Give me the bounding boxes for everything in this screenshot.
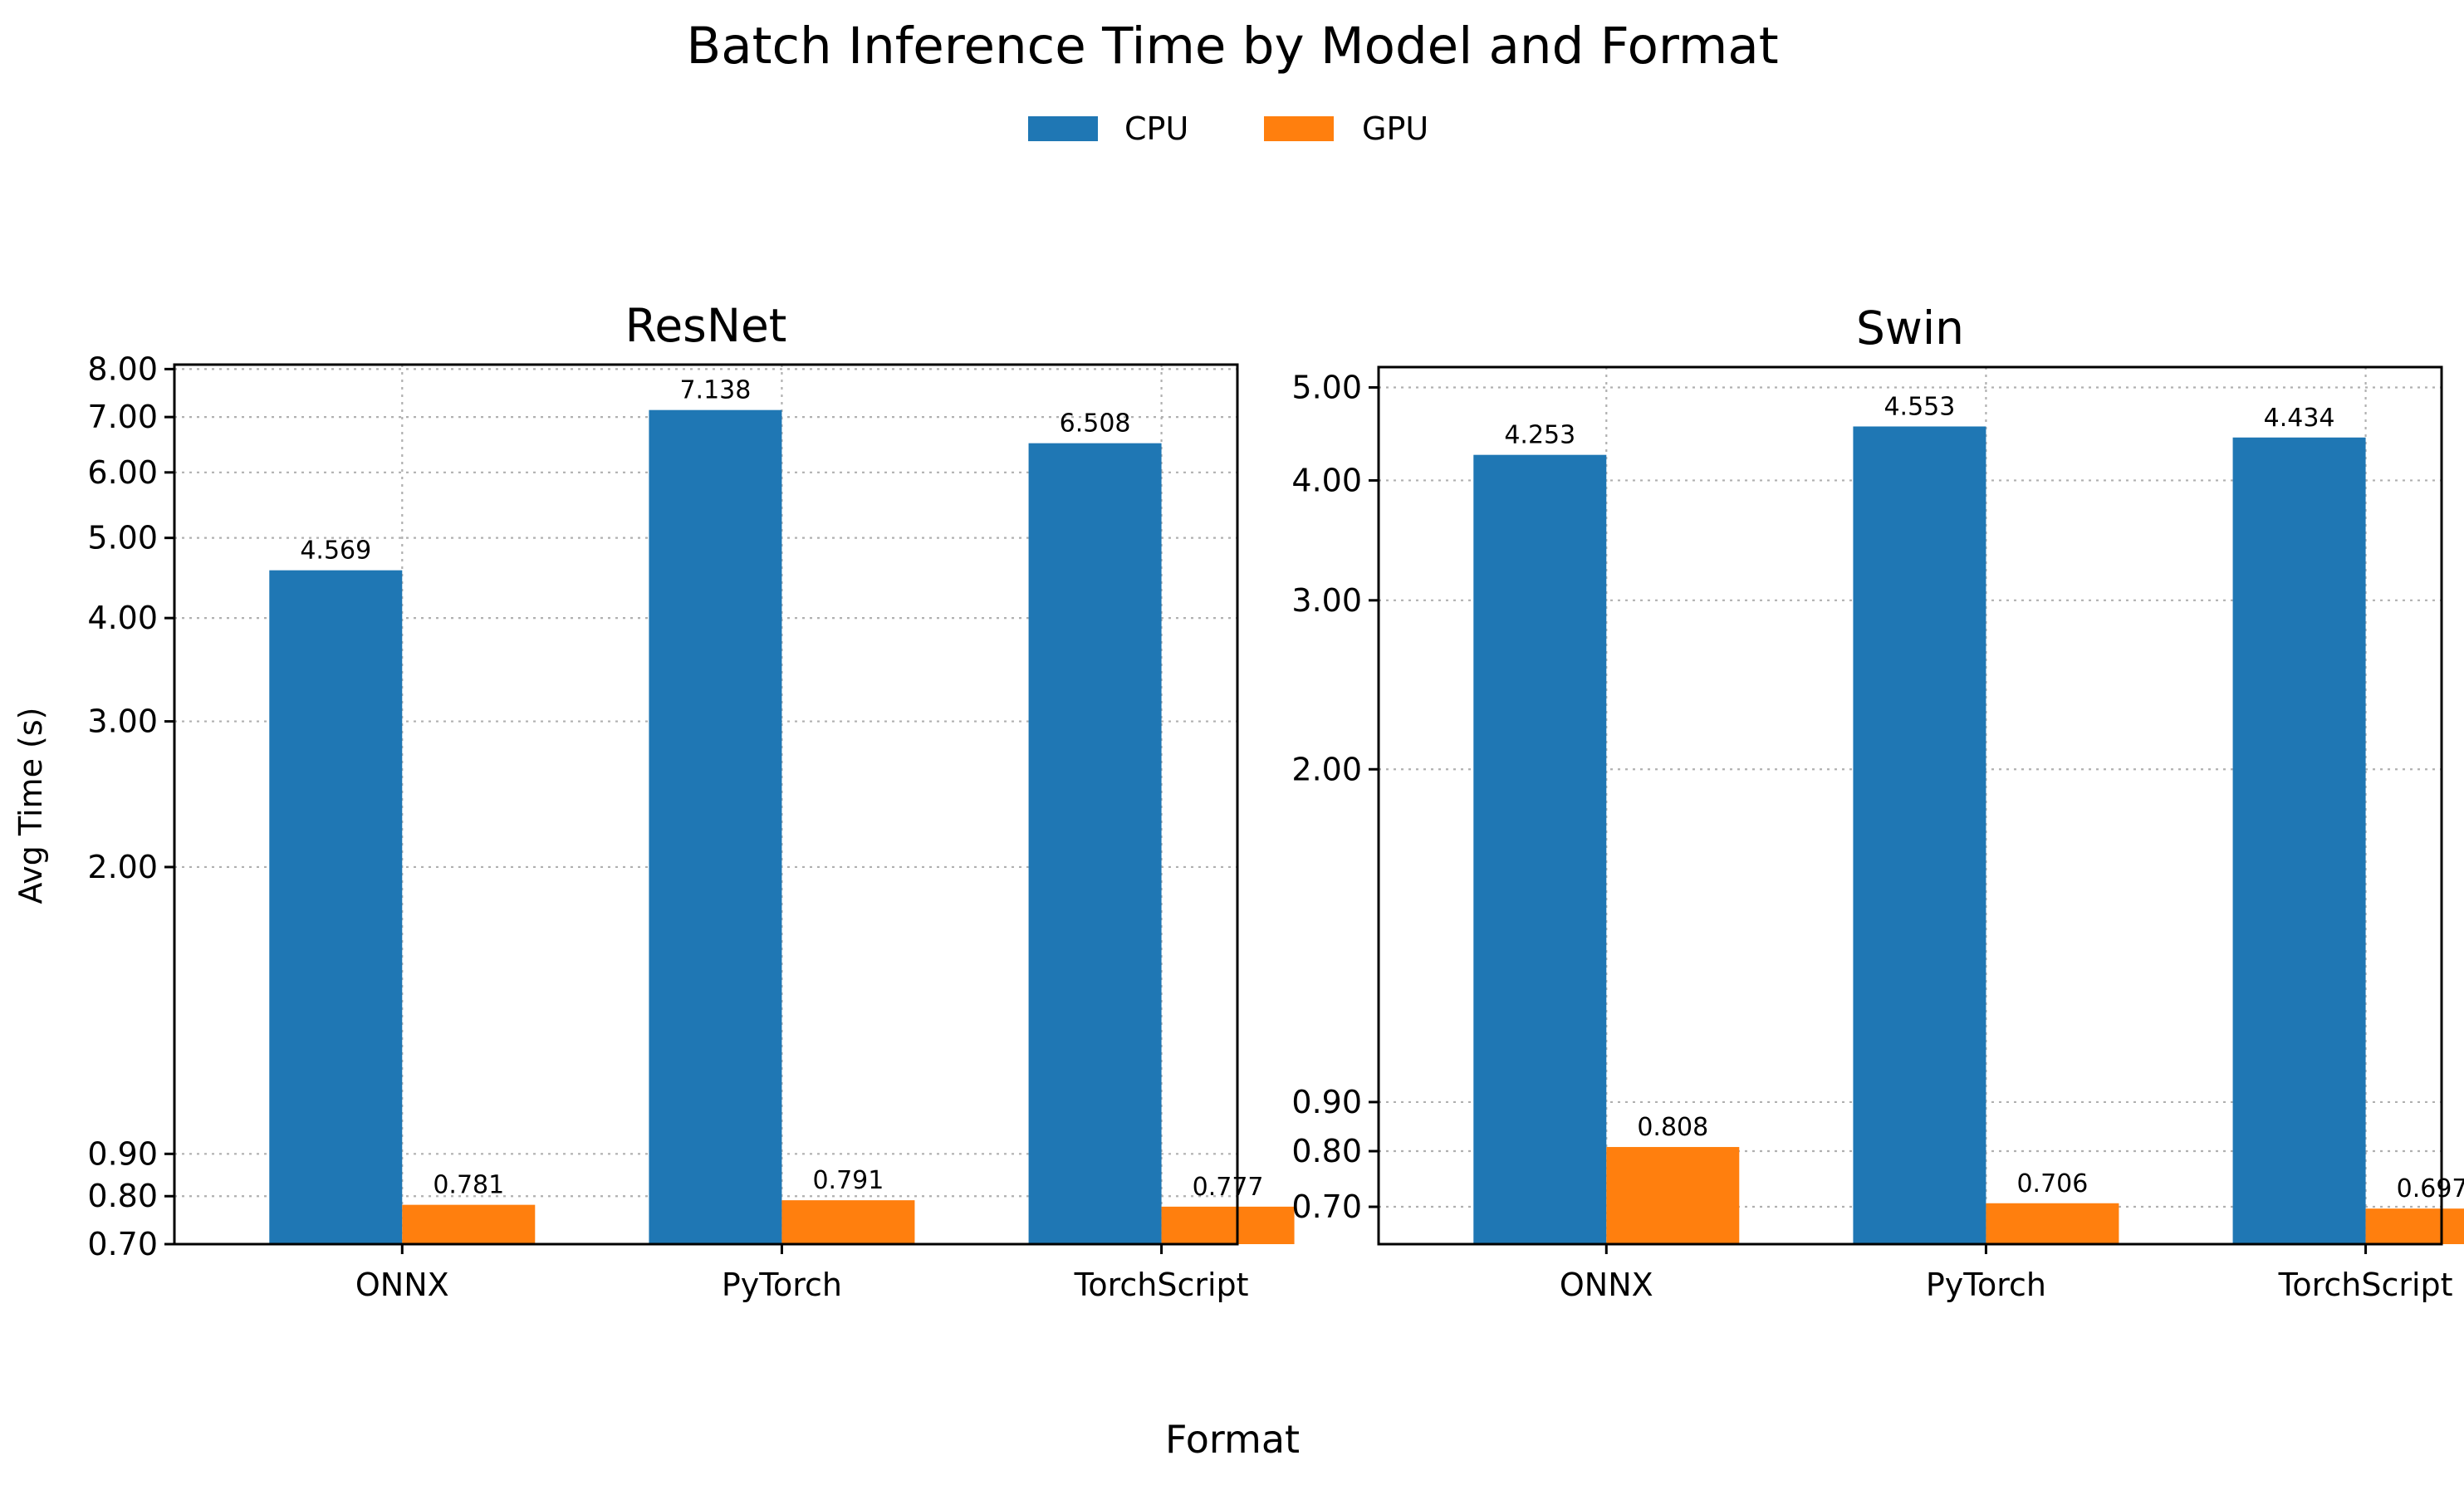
panel-title-swin: Swin (1856, 301, 1964, 355)
bar-value-label: 0.697 (2397, 1174, 2464, 1203)
x-tick-label: PyTorch (722, 1267, 842, 1303)
plot-frame (173, 363, 1239, 1246)
bar-gpu-onnx (402, 1204, 536, 1244)
legend: CPU GPU (1028, 110, 1428, 147)
plot-frame (1377, 365, 2443, 1246)
swin-panel: 4.253 4.553 4.434 0.808 0.706 0.697 0.70 0.80 0.… (1291, 301, 2464, 1303)
panel-title-resnet: ResNet (625, 299, 787, 352)
x-tick-label: ONNX (1560, 1267, 1653, 1303)
resnet-panel: 4.569 7.138 6.508 0.781 0.791 0.777 0.70 0.80 0.… (87, 299, 1295, 1303)
y-tick-label: 0.70 (1291, 1188, 1362, 1225)
x-tick-label: PyTorch (1926, 1267, 2046, 1303)
bar-value-label: 0.808 (1637, 1113, 1708, 1142)
x-tick-label: TorchScript (1074, 1267, 1249, 1303)
bar-value-label: 0.791 (812, 1166, 884, 1195)
y-tick-label: 0.80 (1291, 1133, 1362, 1169)
y-tick-label: 5.00 (1291, 369, 1362, 405)
y-axis-label: Avg Time (s) (12, 708, 49, 904)
bar-value-label: 0.777 (1193, 1173, 1264, 1202)
bar-cpu-pytorch (649, 409, 782, 1244)
y-tick-label: 2.00 (87, 849, 158, 885)
legend-swatch-cpu (1028, 116, 1098, 141)
y-tick-label: 6.00 (87, 454, 158, 491)
legend-swatch-gpu (1264, 116, 1334, 141)
y-tick-label: 3.00 (87, 703, 158, 740)
bar-gpu-pytorch (781, 1200, 915, 1244)
legend-label-cpu: CPU (1124, 110, 1188, 147)
y-tick-label: 0.80 (87, 1178, 158, 1214)
bar-gpu-torchscript (2365, 1208, 2464, 1244)
bar-value-label: 4.553 (1884, 392, 1955, 421)
bar-value-label: 6.508 (1060, 409, 1131, 439)
y-tick-label: 8.00 (87, 350, 158, 387)
y-tick-label: 0.90 (1291, 1084, 1362, 1120)
y-tick-label: 4.00 (1291, 462, 1362, 498)
bar-value-label: 4.569 (300, 537, 371, 566)
bar-gpu-onnx (1606, 1147, 1740, 1244)
figure-title: Batch Inference Time by Model and Format (686, 17, 1778, 76)
bar-cpu-pytorch (1853, 426, 1986, 1244)
y-tick-label: 4.00 (87, 600, 158, 636)
y-tick-label: 2.00 (1291, 751, 1362, 787)
bar-gpu-pytorch (1986, 1203, 2119, 1244)
x-axis-label: Format (1165, 1417, 1300, 1462)
y-tick-label: 0.70 (87, 1226, 158, 1262)
bar-value-label: 0.706 (2016, 1169, 2088, 1198)
legend-label-gpu: GPU (1362, 110, 1428, 147)
y-tick-label: 3.00 (1291, 582, 1362, 619)
bar-cpu-torchscript (1028, 443, 1162, 1244)
y-tick-label: 5.00 (87, 520, 158, 556)
bar-cpu-onnx (1473, 454, 1607, 1244)
bar-cpu-torchscript (2232, 437, 2366, 1244)
y-tick-label: 0.90 (87, 1135, 158, 1172)
x-tick-label: ONNX (355, 1267, 449, 1303)
x-tick-label: TorchScript (2278, 1267, 2453, 1303)
bar-value-label: 0.781 (433, 1171, 504, 1200)
bar-value-label: 4.253 (1504, 421, 1575, 450)
bar-cpu-onnx (269, 570, 403, 1244)
bar-value-label: 4.434 (2264, 404, 2335, 433)
y-tick-label: 7.00 (87, 399, 158, 435)
bar-gpu-torchscript (1161, 1206, 1295, 1244)
bar-value-label: 7.138 (679, 376, 751, 405)
